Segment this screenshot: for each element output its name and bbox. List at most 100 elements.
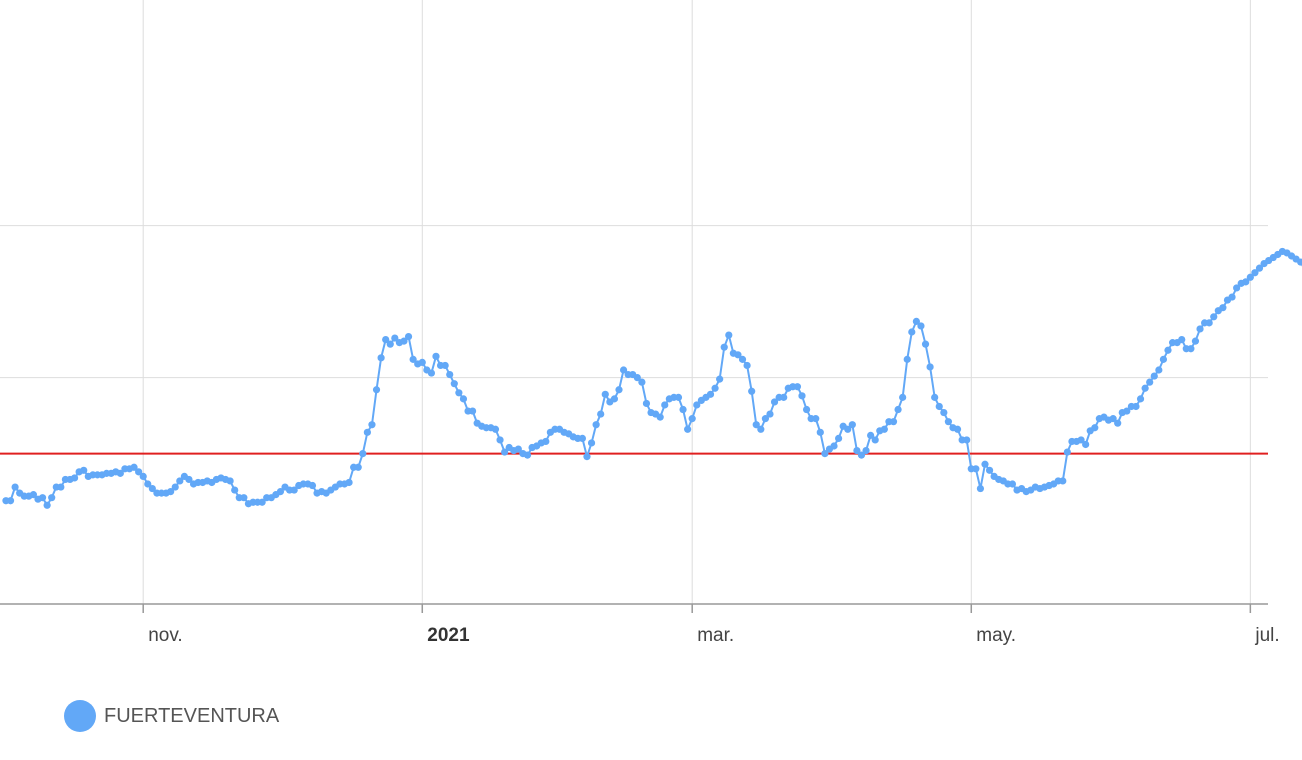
data-point [894, 405, 902, 414]
data-point [459, 395, 468, 403]
data-point [38, 494, 47, 502]
data-point [821, 450, 829, 458]
data-point [761, 415, 770, 423]
data-point [491, 425, 500, 433]
data-point [597, 410, 605, 418]
data-point [1132, 402, 1140, 411]
data-point [368, 421, 376, 429]
data-point [418, 358, 426, 366]
data-point [1150, 372, 1158, 380]
data-point [6, 497, 15, 505]
data-point [857, 451, 866, 459]
data-point [1063, 448, 1071, 456]
data-point [1297, 258, 1302, 266]
data-point [931, 393, 939, 401]
data-point [862, 446, 870, 455]
data-point [601, 390, 609, 398]
data-point [1155, 366, 1163, 374]
x-axis [0, 603, 1268, 613]
data-point [587, 439, 596, 447]
data-point [848, 421, 856, 429]
x-tick-label: nov. [148, 625, 183, 646]
data-point [674, 393, 683, 401]
data-point [514, 445, 522, 453]
series-line-fuerteventura [5, 250, 1302, 508]
data-point [1077, 436, 1085, 444]
data-point [921, 340, 930, 348]
data-point [345, 478, 353, 487]
data-point [1205, 319, 1213, 327]
data-point [711, 384, 719, 392]
data-point [139, 472, 147, 480]
data-point [43, 501, 51, 509]
data-point [57, 483, 65, 491]
data-point [185, 475, 193, 484]
legend-label: FUERTEVENTURA [104, 704, 280, 727]
data-point [240, 494, 248, 502]
data-point [1228, 293, 1236, 301]
data-point [1141, 384, 1149, 392]
data-point [276, 488, 285, 496]
data-point [450, 380, 458, 388]
data-point [29, 491, 37, 499]
data-point [441, 361, 449, 370]
data-point [1219, 304, 1227, 312]
data-point [446, 370, 454, 379]
data-point [953, 425, 962, 433]
data-point [11, 483, 19, 491]
data-point [469, 407, 477, 415]
data-point [258, 498, 266, 506]
data-point [167, 488, 175, 496]
data-point [619, 366, 628, 374]
data-point [835, 434, 843, 442]
data-point [148, 484, 156, 493]
data-point [135, 468, 143, 476]
data-point [427, 369, 436, 377]
data-point [812, 415, 820, 423]
data-point [926, 363, 934, 371]
data-point [693, 401, 701, 409]
data-point [1109, 415, 1117, 423]
data-point [409, 355, 417, 363]
x-tick-label: jul. [1254, 625, 1279, 646]
data-point [889, 418, 898, 426]
data-point [716, 375, 724, 383]
data-point [743, 361, 751, 370]
data-point [633, 374, 641, 382]
x-tick-labels: nov. 2021 mar. may. jul. [148, 625, 1279, 646]
data-point [706, 390, 715, 398]
data-point [935, 402, 943, 411]
x-tick-label: 2021 [427, 625, 470, 646]
data-point [523, 451, 532, 459]
legend-swatch [64, 700, 96, 732]
data-point [720, 343, 728, 351]
data-point [908, 328, 916, 336]
data-point [734, 351, 742, 359]
data-point [377, 354, 385, 362]
data-point [455, 389, 463, 397]
data-point [1164, 346, 1172, 354]
data-point [80, 466, 88, 474]
data-point [1251, 269, 1259, 277]
data-point [1008, 480, 1017, 488]
data-point [780, 393, 788, 401]
data-point [48, 494, 56, 502]
data-point [917, 322, 925, 330]
data-point [1159, 355, 1168, 363]
data-point [610, 395, 619, 403]
data-point [972, 465, 980, 473]
data-point [171, 483, 179, 491]
data-point [578, 434, 587, 442]
data-point [400, 337, 408, 345]
data-point [1059, 477, 1067, 485]
data-point [853, 446, 861, 455]
data-point [963, 436, 971, 444]
legend[interactable]: FUERTEVENTURA [64, 700, 279, 732]
data-point [501, 448, 509, 456]
data-point [981, 460, 989, 468]
data-point [793, 383, 802, 391]
data-point [1242, 278, 1250, 286]
data-point [1082, 440, 1090, 449]
data-point [1255, 264, 1264, 272]
